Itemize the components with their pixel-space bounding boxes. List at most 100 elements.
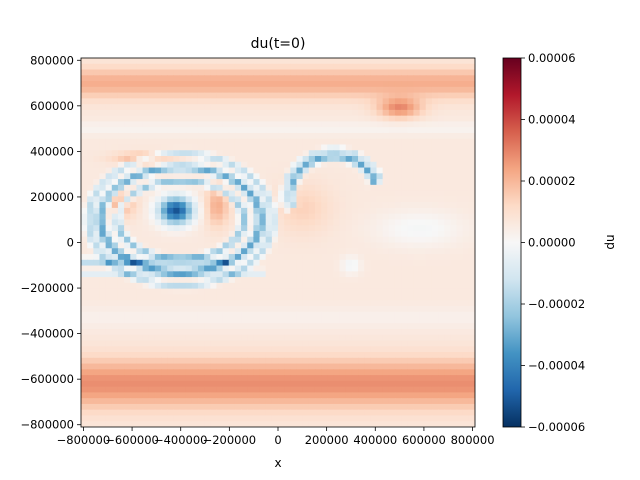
heatmap-cell (185, 323, 193, 330)
heatmap-cell (413, 254, 421, 261)
heatmap-cell (81, 380, 88, 388)
heatmap-cell (407, 328, 415, 336)
heatmap-cell (370, 184, 378, 192)
heatmap-cell (382, 323, 390, 330)
heatmap-cell (105, 305, 113, 313)
heatmap-cell (259, 127, 267, 134)
heatmap-cell (290, 346, 298, 353)
heatmap-cell (142, 259, 150, 267)
heatmap-cell (462, 357, 470, 365)
heatmap-cell (339, 213, 347, 221)
heatmap-cell (191, 184, 199, 192)
heatmap-cell (173, 259, 181, 267)
heatmap-cell (302, 121, 310, 128)
heatmap-cell (370, 127, 378, 134)
heatmap-cell (173, 86, 181, 94)
heatmap-cell (327, 363, 335, 370)
heatmap-cell (284, 58, 291, 65)
heatmap-cell (167, 317, 174, 324)
heatmap-cell (142, 352, 150, 359)
heatmap-cell (364, 334, 371, 342)
heatmap-cell (413, 230, 421, 238)
heatmap-cell (191, 161, 199, 169)
heatmap-cell (425, 352, 433, 359)
heatmap-cell (358, 86, 365, 94)
heatmap-cell (228, 207, 236, 215)
heatmap-cell (394, 340, 402, 347)
heatmap-cell (93, 81, 101, 88)
heatmap-cell (111, 259, 119, 267)
heatmap-cell (450, 138, 458, 146)
heatmap-cell (462, 207, 470, 215)
heatmap-cell (351, 282, 359, 290)
heatmap-cell (167, 190, 174, 197)
heatmap-cell (339, 311, 347, 319)
heatmap-cell (241, 386, 248, 394)
heatmap-cell (278, 288, 285, 295)
heatmap-cell (327, 207, 335, 215)
heatmap-cell (407, 300, 415, 307)
heatmap-cell (111, 369, 119, 376)
heatmap-cell (117, 150, 125, 157)
heatmap-cell (197, 248, 205, 255)
heatmap-cell (179, 242, 187, 249)
heatmap-cell (419, 317, 427, 324)
heatmap-cell (87, 179, 94, 186)
heatmap-cell (154, 86, 162, 94)
heatmap-cell (444, 219, 451, 226)
heatmap-cell (222, 236, 230, 244)
heatmap-cell (265, 265, 273, 272)
heatmap-cell (413, 277, 421, 284)
heatmap-cell (105, 398, 113, 405)
heatmap-cell (456, 254, 464, 261)
heatmap-cell (173, 242, 181, 249)
heatmap-cell (339, 254, 347, 261)
heatmap-cell (302, 421, 310, 427)
heatmap-cell (462, 161, 470, 169)
heatmap-cell (124, 415, 131, 422)
heatmap-cell (462, 121, 470, 128)
heatmap-cell (222, 225, 230, 232)
heatmap-cell (284, 294, 291, 301)
heatmap-cell (431, 109, 439, 117)
heatmap-cell (142, 369, 150, 376)
heatmap-cell (142, 294, 150, 301)
heatmap-cell (142, 340, 150, 347)
heatmap-cell (265, 109, 273, 117)
heatmap-cell (308, 161, 316, 169)
heatmap-cell (130, 357, 138, 365)
heatmap-cell (468, 305, 475, 313)
heatmap-cell (450, 104, 458, 111)
heatmap-cell (247, 288, 254, 295)
heatmap-cell (93, 265, 101, 272)
heatmap-cell (278, 305, 285, 313)
heatmap-cell (468, 132, 475, 140)
heatmap-cell (130, 346, 138, 353)
heatmap-cell (358, 369, 365, 376)
heatmap-cell (364, 386, 371, 394)
heatmap-cell (142, 317, 150, 324)
heatmap-cell (321, 184, 328, 192)
heatmap-cell (358, 311, 365, 319)
heatmap-cell (388, 109, 396, 117)
heatmap-cell (388, 386, 396, 394)
heatmap-cell (93, 86, 101, 94)
heatmap-cell (314, 173, 322, 180)
heatmap-cell (271, 248, 279, 255)
heatmap-cell (216, 398, 224, 405)
heatmap-cell (179, 86, 187, 94)
heatmap-cell (382, 369, 390, 376)
heatmap-cell (234, 340, 242, 347)
heatmap-cell (419, 363, 427, 370)
heatmap-cell (136, 386, 144, 394)
heatmap-cell (339, 173, 347, 180)
heatmap-cell (161, 98, 168, 105)
heatmap-cell (167, 294, 174, 301)
heatmap-cell (167, 288, 174, 295)
heatmap-cell (265, 357, 273, 365)
heatmap-cell (179, 98, 187, 105)
heatmap-cell (388, 167, 396, 174)
heatmap-cell (93, 179, 101, 186)
heatmap-cell (438, 398, 445, 405)
heatmap-cell (154, 271, 162, 278)
